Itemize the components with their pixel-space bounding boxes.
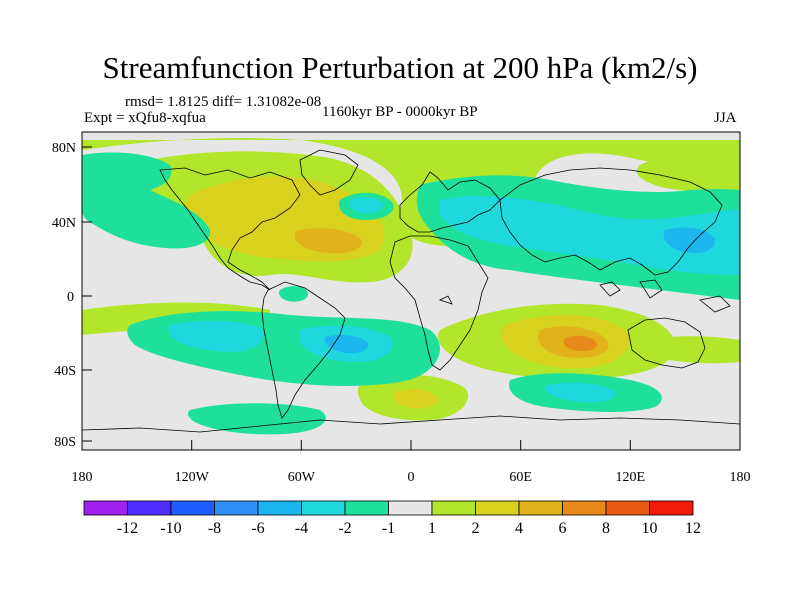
stats-text: rmsd= 1.8125 diff= 1.31082e-08: [125, 94, 322, 110]
colorbar-label: 2: [472, 520, 480, 537]
lat-label-40s: 40S: [54, 364, 76, 379]
contour-negative-11: [278, 286, 309, 302]
contour-field: [82, 132, 740, 450]
coastlines: [82, 149, 740, 433]
colorbar-label: -2: [338, 520, 351, 537]
lon-ticks: [191, 440, 631, 450]
lon-label-180w: 180: [72, 470, 93, 485]
contour-negative-1: [82, 152, 211, 249]
lat-label-80s: 80S: [54, 435, 76, 450]
page-title: Streamfunction Perturbation at 200 hPa (…: [102, 50, 698, 85]
coast-africa: [389, 235, 489, 371]
coast-islands: [438, 279, 731, 313]
coast-antarctica: [82, 415, 740, 433]
experiment-label: Expt = xQfu8-xqfua: [84, 110, 206, 126]
contour-negative-10: [324, 335, 369, 354]
contour-positive-12: [393, 388, 439, 409]
colorbar-box: [562, 500, 607, 516]
season-label: JJA: [714, 110, 737, 126]
colorbar-box: [649, 500, 694, 516]
colorbar-label: 10: [642, 520, 658, 537]
coast-europe: [399, 171, 501, 233]
colorbar-box: [214, 500, 259, 516]
colorbar: [83, 500, 694, 516]
contour-positive-4: [294, 228, 362, 254]
contour-positive-13: [634, 336, 740, 364]
lon-label-120e: 120E: [616, 470, 646, 485]
coast-south-america: [261, 281, 346, 419]
colorbar-label: 6: [559, 520, 567, 537]
contour-negative-3: [440, 195, 740, 275]
colorbar-box: [431, 500, 476, 516]
contour-negative-8: [168, 320, 264, 352]
coast-asia: [499, 167, 723, 276]
colorbar-label: -10: [160, 520, 181, 537]
colorbar-label: -1: [382, 520, 395, 537]
colorbar-labels: -12 -10 -8 -6 -4 -2 -1 1 2 4 6 8 10 12: [117, 520, 701, 537]
colorbar-label: 1: [428, 520, 436, 537]
colorbar-label: 12: [685, 520, 701, 537]
lat-ticks: [82, 146, 92, 442]
contour-negative-6: [349, 196, 384, 214]
colorbar-label: 4: [515, 520, 523, 537]
coast-australia: [627, 317, 706, 369]
coast-greenland: [299, 149, 359, 196]
colorbar-box: [257, 500, 302, 516]
colorbar-box: [518, 500, 563, 516]
colorbar-label: -4: [295, 520, 308, 537]
colorbar-box: [388, 500, 433, 516]
colorbar-box: [83, 500, 128, 516]
colorbar-label: -12: [117, 520, 138, 537]
colorbar-label: -8: [208, 520, 221, 537]
lat-label-80n: 80N: [52, 141, 76, 156]
lon-label-180e: 180: [730, 470, 751, 485]
colorbar-label: 8: [602, 520, 610, 537]
lon-label-60w: 60W: [288, 470, 316, 485]
contour-negative-14: [187, 403, 326, 435]
contour-positive-1: [82, 138, 740, 246]
colorbar-box: [605, 500, 650, 516]
contour-negative-4: [663, 227, 715, 254]
colorbar-box: [170, 500, 215, 516]
colorbar-box: [344, 500, 389, 516]
coast-north-america: [159, 167, 301, 291]
colorbar-box: [127, 500, 172, 516]
contour-positive-10: [563, 335, 598, 352]
period-label: 1160kyr BP - 0000kyr BP: [322, 104, 478, 120]
lat-label-0: 0: [67, 290, 74, 305]
colorbar-box: [475, 500, 520, 516]
lon-label-60e: 60E: [509, 470, 532, 485]
lon-label-0: 0: [408, 470, 415, 485]
contour-negative-13: [544, 382, 616, 403]
lon-label-120w: 120W: [175, 470, 210, 485]
colorbar-label: -6: [251, 520, 264, 537]
contour-positive-5: [636, 153, 740, 193]
colorbar-box: [301, 500, 346, 516]
lat-label-40n: 40N: [52, 216, 76, 231]
